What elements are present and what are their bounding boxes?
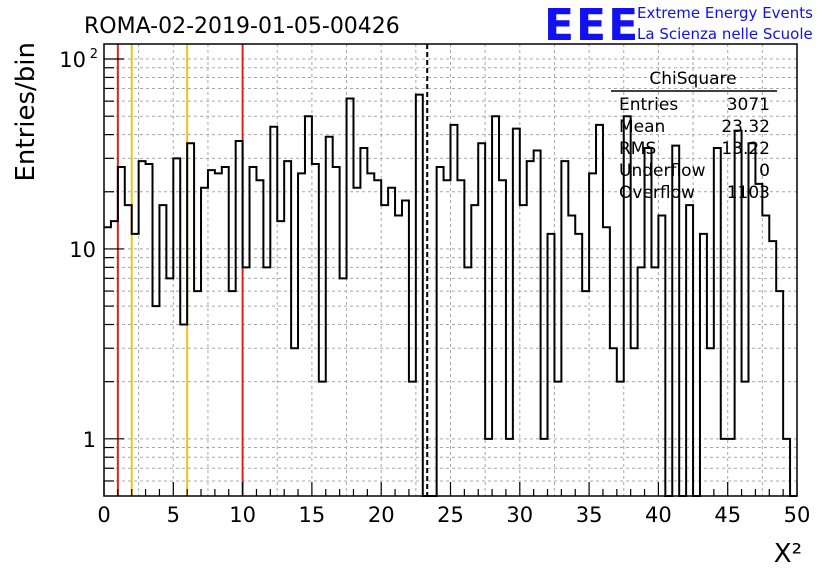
- tick-labels: 0 5 10 15 20 25 30 35 40 45 50 1 10 10 2: [59, 47, 810, 527]
- x-tick-label: 5: [167, 503, 180, 527]
- stats-value-rms: 13.22: [721, 139, 770, 159]
- stats-title: ChiSquare: [649, 69, 736, 89]
- grid-layer: [104, 44, 797, 496]
- eee-logo: EEE: [544, 0, 640, 51]
- y-tick-label: 1: [83, 428, 96, 452]
- stats-label-rms: RMS: [619, 139, 656, 159]
- x-axis-label: X²: [774, 539, 802, 569]
- x-tick-label: 50: [784, 503, 811, 527]
- x-tick-label: 10: [229, 503, 256, 527]
- x-tick-label: 40: [645, 503, 672, 527]
- x-tick-label: 30: [506, 503, 533, 527]
- x-tick-label: 0: [97, 503, 110, 527]
- x-tick-label: 15: [299, 503, 326, 527]
- x-tick-label: 35: [576, 503, 603, 527]
- org-name-line2: La Scienza nelle Scuole: [637, 25, 813, 43]
- stats-value-entries: 3071: [727, 95, 770, 115]
- stats-label-underflow: Underflow: [619, 161, 706, 181]
- stats-value-mean: 23.32: [721, 117, 770, 137]
- y-tick-exponent: 2: [90, 47, 98, 62]
- y-tick-label: 10: [69, 238, 96, 262]
- stats-label-mean: Mean: [619, 117, 665, 137]
- y-axis-label: Entries/bin: [11, 42, 41, 182]
- x-tick-label: 25: [437, 503, 464, 527]
- stats-label-entries: Entries: [619, 95, 678, 115]
- x-tick-label: 45: [714, 503, 741, 527]
- reference-lines: [116, 44, 429, 496]
- y-tick-label: 10: [59, 48, 86, 72]
- stats-value-overflow: 1103: [727, 183, 770, 203]
- org-name-line1: Extreme Energy Events: [637, 4, 813, 22]
- x-tick-label: 20: [368, 503, 395, 527]
- stats-value-underflow: 0: [759, 161, 770, 181]
- stats-box: ChiSquare Entries 3071 Mean 23.32 RMS 13…: [611, 69, 777, 203]
- histogram-step-line: [104, 93, 797, 497]
- stats-label-overflow: Overflow: [619, 183, 695, 203]
- axis-ticks: [103, 58, 798, 496]
- chart-title: ROMA-02-2019-01-05-00426: [84, 14, 400, 39]
